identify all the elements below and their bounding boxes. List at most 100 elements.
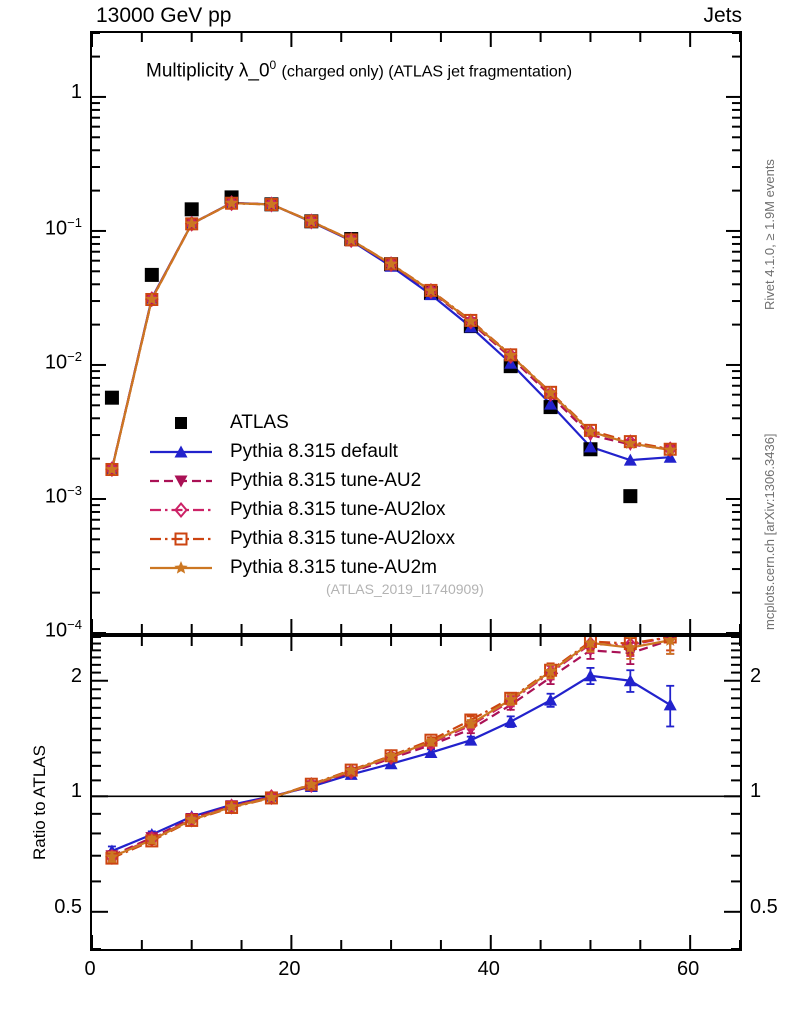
data-marker <box>105 849 119 863</box>
data-marker <box>623 640 637 654</box>
analysis-id-watermark: (ATLAS_2019_I1740909) <box>326 581 484 597</box>
data-marker <box>264 197 279 211</box>
legend-key-diamond-open-icon <box>148 500 214 520</box>
data-marker <box>224 799 239 813</box>
data-marker <box>384 749 398 763</box>
plot-title-symbol-sup: 0 <box>269 58 277 72</box>
legend-item[interactable]: Pythia 8.315 default <box>148 437 455 466</box>
data-marker <box>174 445 188 457</box>
ratio-plot-panel <box>90 635 742 951</box>
legend-label: Pythia 8.315 default <box>230 440 398 462</box>
data-marker <box>583 669 597 682</box>
x-axis-ticks <box>92 637 740 949</box>
data-marker <box>424 734 438 748</box>
y-tick-label-ratio-left-0: 2 <box>70 664 82 687</box>
data-marker <box>543 385 558 399</box>
legend-label: Pythia 8.315 tune-AU2loxx <box>230 527 455 549</box>
y-tick-label-ratio-left-1: 1 <box>70 780 82 803</box>
main-plot-panel <box>90 31 742 635</box>
data-marker <box>623 453 637 466</box>
data-marker <box>504 348 518 362</box>
legend-item[interactable]: Pythia 8.315 tune-AU2m <box>148 553 455 582</box>
main-plot-canvas <box>92 33 740 633</box>
legend-key-star-icon <box>148 558 214 578</box>
y-tick-label-main-1: 10−1 <box>44 214 82 240</box>
legend-item[interactable]: ATLAS <box>148 408 455 437</box>
x-axis-ticks <box>92 33 740 633</box>
legend-label: Pythia 8.315 tune-AU2 <box>230 469 422 491</box>
data-marker <box>623 436 637 450</box>
y-tick-label-main-3: 10−3 <box>44 482 82 508</box>
data-marker <box>663 443 677 456</box>
data-marker <box>544 693 558 706</box>
data-marker <box>174 560 188 574</box>
data-marker <box>144 267 159 282</box>
beam-energy-label: 13000 GeV pp <box>96 4 232 27</box>
data-marker <box>185 812 199 826</box>
y-tick-label-main-2: 10−2 <box>44 348 82 374</box>
data-marker <box>184 202 199 217</box>
data-marker <box>424 746 438 759</box>
legend-key-triangle-down-icon <box>148 471 214 491</box>
data-marker <box>264 790 279 804</box>
data-marker <box>464 716 478 730</box>
y-tick-label-main-4: 10−4 <box>44 617 82 642</box>
legend-label: ATLAS <box>230 411 289 433</box>
data-marker <box>623 674 637 687</box>
data-marker <box>104 390 119 405</box>
plot-title: Multiplicity λ_00 (charged only) (ATLAS … <box>146 58 572 82</box>
data-marker <box>583 637 598 649</box>
legend-key-square-open-icon <box>148 529 214 549</box>
legend: ATLAS Pythia 8.315 default Pythia 8.315 tu… <box>148 408 455 582</box>
data-marker <box>145 832 159 846</box>
y-tick-label-ratio-right-0: 2 <box>750 664 762 687</box>
legend-label: Pythia 8.315 tune-AU2lox <box>230 498 446 520</box>
x-tick-label-3: 60 <box>677 958 700 980</box>
x-tick-label-0: 0 <box>84 958 96 980</box>
rivet-credit-label: Rivet 4.1.0, ≥ 1.9M events <box>762 159 777 310</box>
y-tick-label-ratio-right-1: 1 <box>750 780 762 803</box>
data-marker <box>623 489 638 504</box>
data-marker <box>544 397 558 410</box>
data-marker <box>424 283 438 297</box>
ratio-series-line <box>111 637 671 858</box>
data-marker <box>464 314 478 327</box>
legend-key-square-filled-icon <box>148 413 214 433</box>
data-marker <box>175 416 187 429</box>
data-marker <box>344 233 358 246</box>
mcplots-credit-label: mcplots.cern.ch [arXiv:1306.3436] <box>762 433 777 630</box>
legend-item[interactable]: Pythia 8.315 tune-AU2loxx <box>148 524 455 553</box>
data-marker <box>464 733 478 746</box>
data-marker <box>663 698 677 711</box>
analysis-category-label: Jets <box>703 4 742 27</box>
legend-label: Pythia 8.315 tune-AU2m <box>230 556 438 578</box>
legend-item[interactable]: Pythia 8.315 tune-AU2lox <box>148 495 455 524</box>
data-marker <box>344 763 358 777</box>
data-marker <box>304 214 318 228</box>
data-marker <box>583 440 597 453</box>
data-marker <box>663 637 677 646</box>
data-marker <box>145 292 159 305</box>
y-tick-label-main-0: 1 <box>70 80 82 103</box>
x-tick-label-2: 40 <box>477 958 500 980</box>
data-marker <box>174 501 188 518</box>
data-marker <box>384 257 398 270</box>
data-marker <box>623 434 638 451</box>
data-marker <box>304 777 318 791</box>
plot-title-symbol: λ_0 <box>238 60 270 82</box>
data-marker <box>174 532 188 545</box>
data-marker <box>174 475 188 487</box>
plot-title-qualifier: (charged only) (ATLAS jet fragmentation) <box>281 63 573 81</box>
data-marker <box>185 216 199 230</box>
axis-ticks <box>92 33 740 633</box>
data-marker <box>504 715 518 728</box>
data-marker <box>583 424 598 438</box>
legend-item[interactable]: Pythia 8.315 tune-AU2 <box>148 466 455 495</box>
data-marker <box>105 462 119 476</box>
data-marker <box>224 196 239 209</box>
plot-title-main: Multiplicity <box>146 60 234 82</box>
data-marker <box>504 692 518 706</box>
ratio-plot-canvas <box>92 637 740 949</box>
y-tick-label-ratio-right-2: 0.5 <box>750 895 778 918</box>
